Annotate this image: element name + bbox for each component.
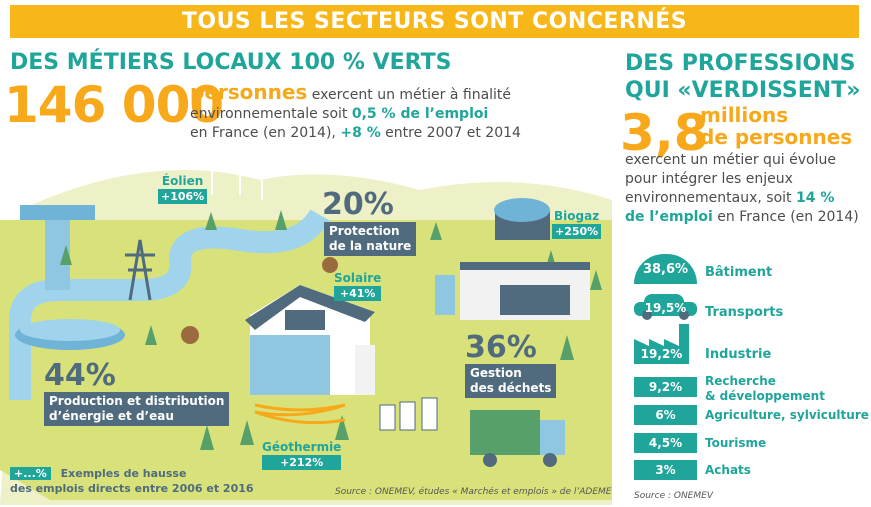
sector-eolien: Éolien +106% xyxy=(158,174,208,204)
car-icon xyxy=(634,294,697,320)
agriculture-label: Agriculture, sylviculture xyxy=(705,408,869,422)
eolien-name: Éolien xyxy=(161,174,204,188)
sector-geothermie: Géothermie +212% xyxy=(262,440,342,470)
tourisme-label: Tourisme xyxy=(705,436,767,450)
batiment-value: 38,6% xyxy=(642,262,689,277)
legend-badge: +...% xyxy=(10,467,51,480)
big-number-greening-jobs: 3,8 xyxy=(620,104,709,162)
desc-line-2b: 0,5 % de l’emploi xyxy=(351,106,489,122)
right-desc-3a: environnementaux, soit xyxy=(625,190,796,206)
biogaz-value: +250% xyxy=(552,224,602,239)
tourisme-value: 4,5% xyxy=(634,433,697,453)
dechets-percent: 36% xyxy=(465,330,537,365)
banner-title: TOUS LES SECTEURS SONT CONCERNÉS xyxy=(10,5,859,38)
achats-label: Achats xyxy=(705,463,751,477)
right-desc-4a: de l’emploi xyxy=(625,209,713,225)
left-description: personnes exercent un métier à finalité … xyxy=(190,80,550,143)
right-heading-2: QUI «VERDISSENT» xyxy=(625,78,861,103)
solaire-name: Solaire xyxy=(334,271,382,285)
dechets-label-1: Gestion xyxy=(470,366,522,380)
protection-label-1: Protection xyxy=(329,224,400,238)
recherche-label-2: & développement xyxy=(705,389,825,403)
right-desc-3b: 14 % xyxy=(795,190,835,206)
achats-value: 3% xyxy=(634,460,697,480)
solaire-value: +41% xyxy=(334,286,382,301)
energie-percent: 44% xyxy=(44,358,116,393)
source-left: Source : ONEMEV, études « Marchés et emp… xyxy=(335,487,612,497)
millions-2: de personnes xyxy=(700,125,853,149)
legend-text-2: des emplois directs entre 2006 et 2016 xyxy=(10,482,254,495)
eolien-value: +106% xyxy=(158,189,208,204)
protection-percent: 20% xyxy=(322,187,394,222)
right-description: exercent un métier qui évolue pour intég… xyxy=(625,151,865,227)
legend: +...% Exemples de hausse des emplois dir… xyxy=(10,466,254,496)
industrie-label: Industrie xyxy=(705,347,772,362)
big-number-green-jobs: 146 000 xyxy=(4,76,224,134)
batiment-label: Bâtiment xyxy=(705,265,773,280)
protection-label-2: de la nature xyxy=(329,239,412,253)
energie-label: Production et distribution d’énergie et … xyxy=(44,392,230,426)
desc-line-3b: +8 % xyxy=(340,125,381,141)
transports-value: 19,5% xyxy=(644,301,687,315)
recherche-label: Recherche & développement xyxy=(705,374,825,404)
millions-1: millions xyxy=(700,103,789,127)
geothermie-value: +212% xyxy=(262,455,342,470)
desc-line-1: exercent un métier à finalité xyxy=(311,87,512,103)
energie-label-2: d’énergie et d’eau xyxy=(49,409,174,423)
desc-line-3c: entre 2007 et 2014 xyxy=(380,125,521,141)
right-heading-1: DES PROFESSIONS xyxy=(625,51,856,76)
sector-solaire: Solaire +41% xyxy=(334,271,382,301)
right-desc-1: exercent un métier qui évolue xyxy=(625,152,836,168)
agriculture-value: 6% xyxy=(634,405,697,425)
factory-icon xyxy=(634,324,689,364)
industrie-value: 19,2% xyxy=(640,347,683,361)
dechets-label: Gestion des déchets xyxy=(465,364,557,398)
right-heading: DES PROFESSIONS QUI «VERDISSENT» xyxy=(625,50,865,104)
right-desc-2: pour intégrer les enjeux xyxy=(625,171,793,187)
transports-label: Transports xyxy=(705,305,784,320)
right-desc-4b: en France (en 2014) xyxy=(712,209,859,225)
persons-label: personnes xyxy=(190,80,308,104)
legend-text-1: Exemples de hausse xyxy=(60,467,187,480)
sector-biogaz: Biogaz +250% xyxy=(552,209,602,239)
biogaz-name: Biogaz xyxy=(554,209,600,223)
left-heading: DES MÉTIERS LOCAUX 100 % VERTS xyxy=(10,50,452,75)
dechets-label-2: des déchets xyxy=(470,381,552,395)
geothermie-name: Géothermie xyxy=(262,440,342,454)
recherche-value: 9,2% xyxy=(634,377,697,397)
energie-label-1: Production et distribution xyxy=(49,394,225,408)
source-right: Source : ONEMEV xyxy=(634,491,713,501)
desc-line-3a: en France (en 2014), xyxy=(190,125,341,141)
millions-label: millions de personnes xyxy=(700,104,852,148)
desc-line-2a: environnementale soit xyxy=(190,106,352,122)
recherche-label-1: Recherche xyxy=(705,374,776,388)
protection-label: Protection de la nature xyxy=(324,222,417,256)
